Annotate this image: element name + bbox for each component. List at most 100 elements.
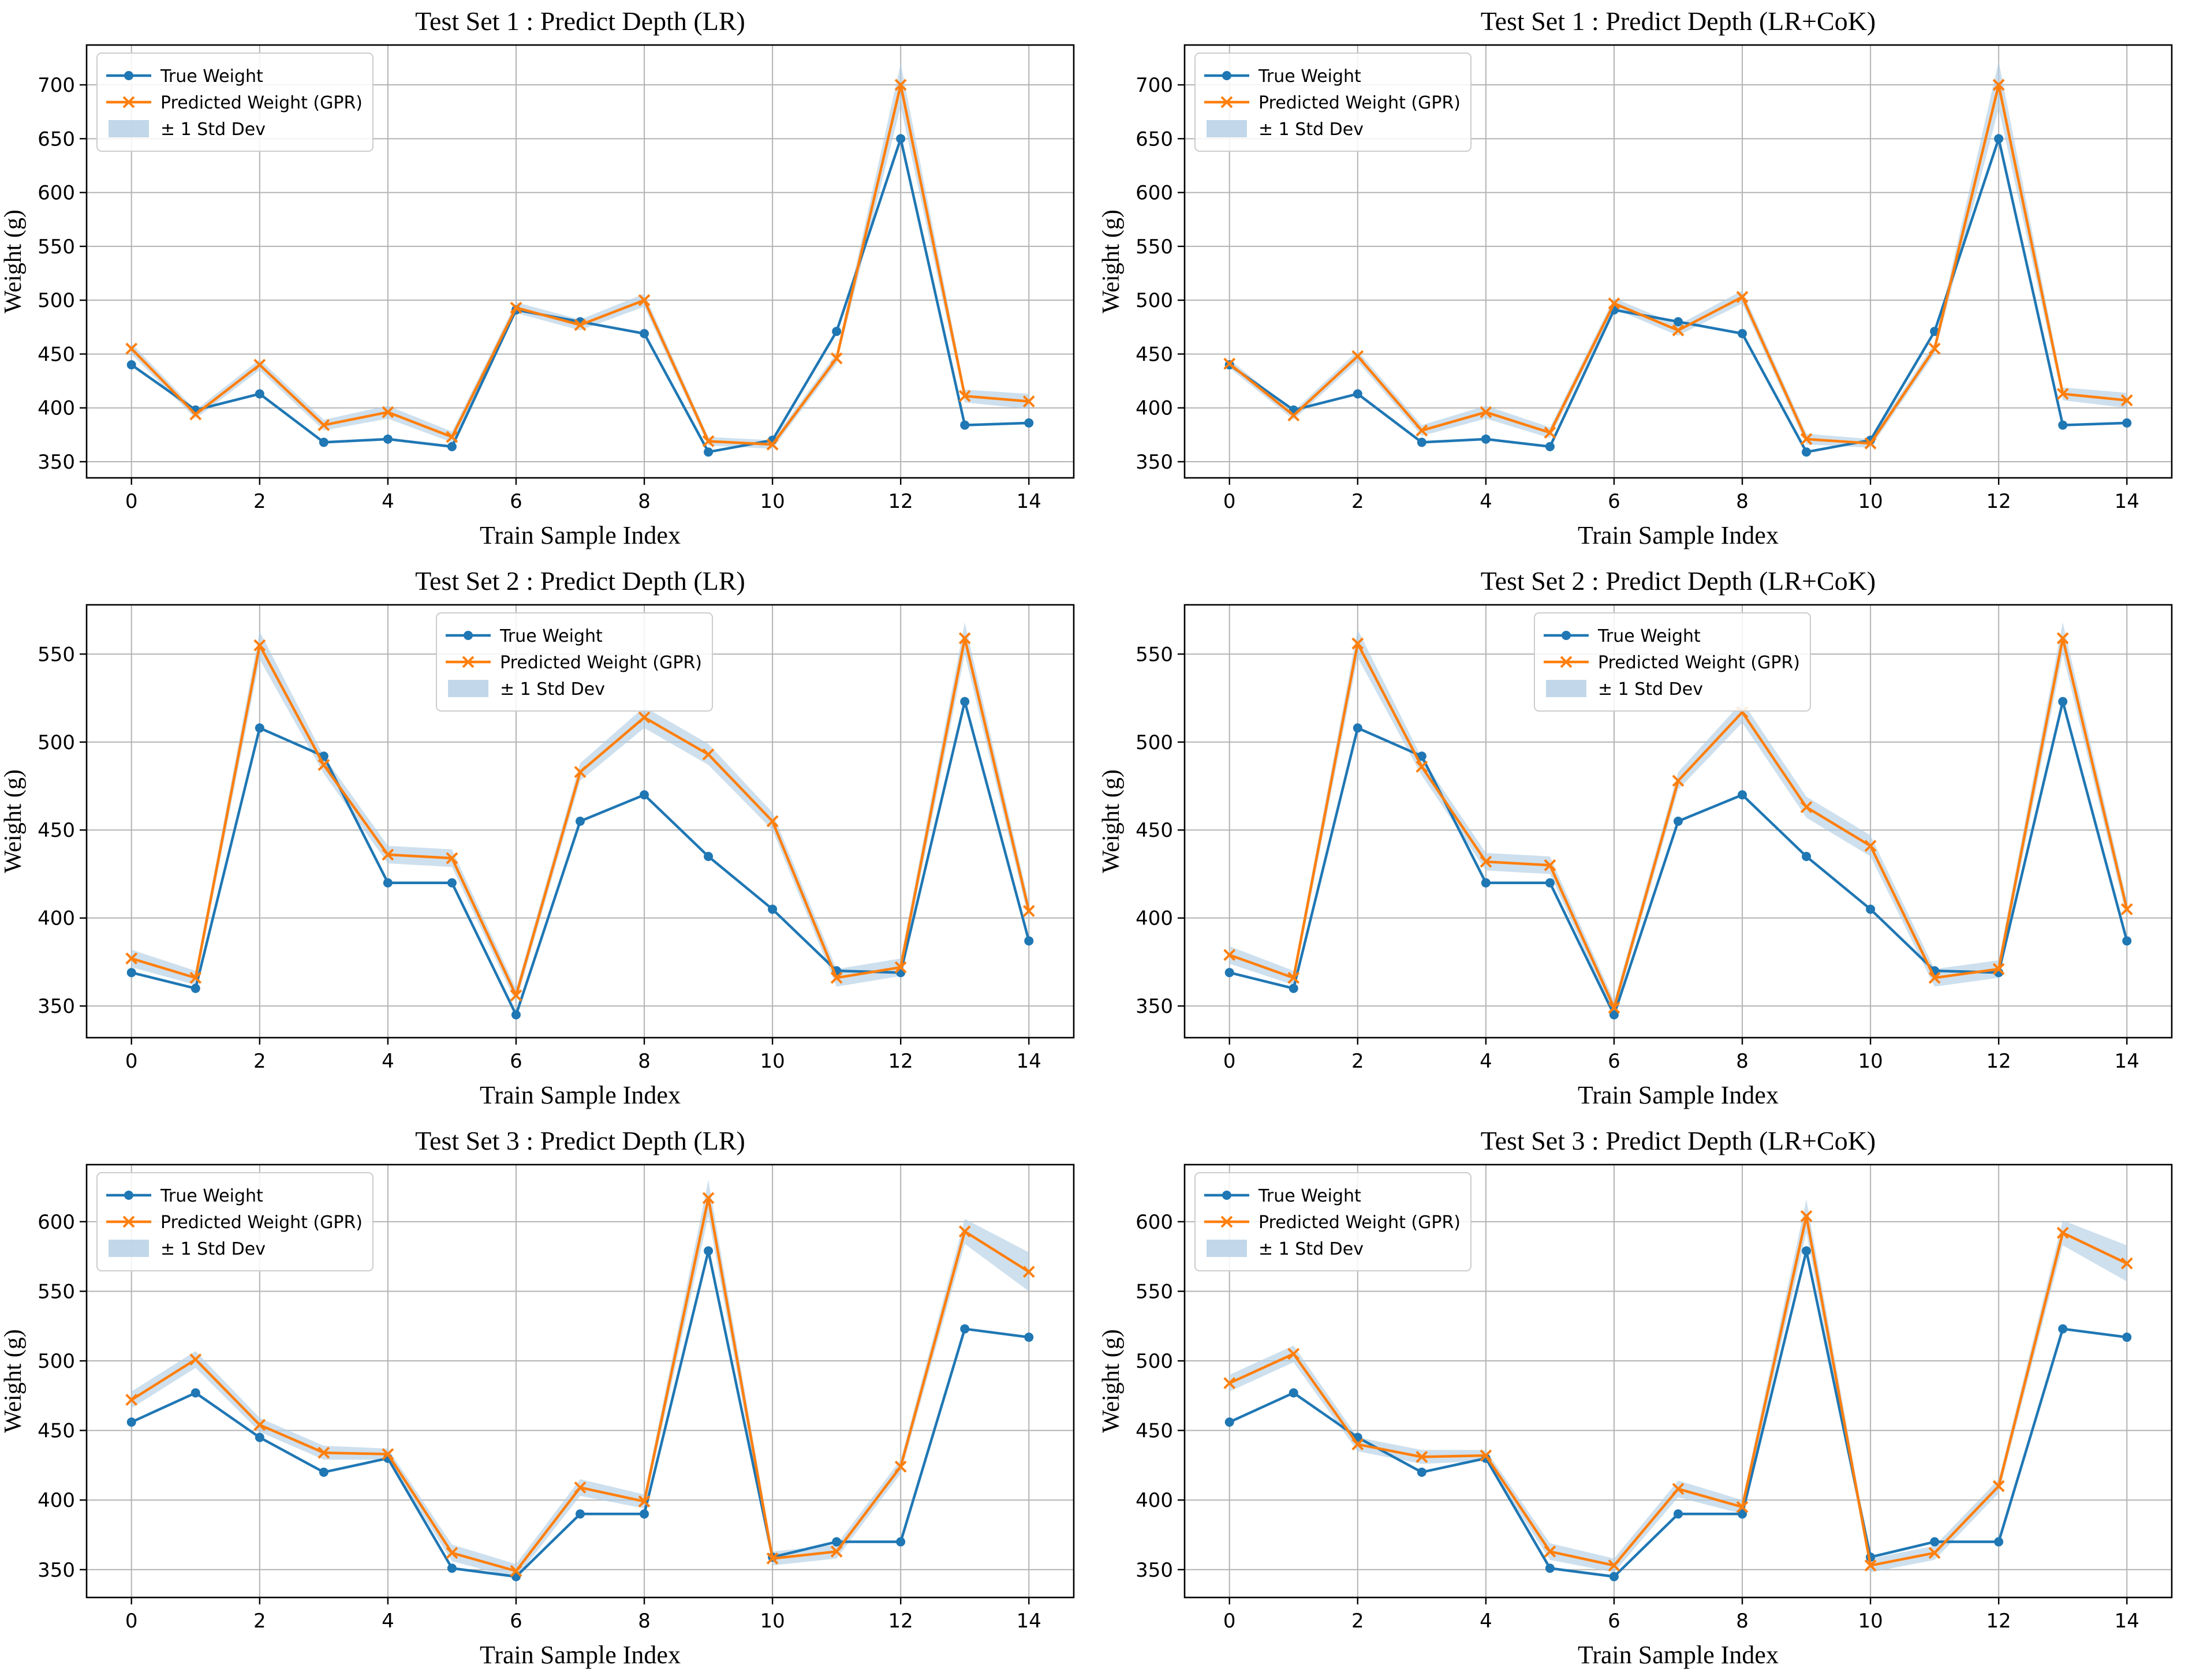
true-weight-marker — [447, 878, 457, 888]
legend-swatch-band — [109, 120, 149, 137]
predicted-weight-marker — [1800, 801, 1813, 814]
true-weight-marker — [383, 434, 393, 444]
predicted-weight-line — [125, 632, 1035, 1002]
true-weight-marker — [2122, 418, 2132, 428]
predicted-weight-line — [125, 78, 1035, 451]
axes-frame — [1183, 44, 2173, 479]
legend-label: ± 1 Std Dev — [1598, 679, 1703, 699]
true-weight-marker — [640, 790, 649, 800]
predicted-weight-marker — [318, 759, 330, 771]
legend-label: True Weight — [499, 626, 603, 646]
predicted-weight-marker — [1928, 971, 1941, 984]
legend: True Weight Predicted Weight (GPR) ± 1 Std… — [436, 612, 713, 712]
true-weight-marker — [1417, 751, 1426, 761]
x-tick-label: 4 — [382, 1050, 394, 1073]
x-axis-label: Train Sample Index — [1578, 1641, 1779, 1669]
predicted-weight-marker — [1928, 1547, 1941, 1559]
chart-test-set-1-lr-cok-svg: 0 2 4 6 8 10 12 14 350 400 450 500 550 600 650 700 Test … — [1098, 6, 2173, 549]
y-tick-label: 450 — [38, 1420, 75, 1443]
true-weight-marker — [1024, 418, 1034, 428]
x-tick-label: 12 — [888, 490, 913, 513]
y-axis-label: Weight (g) — [0, 209, 27, 313]
predicted-weight-line — [1223, 78, 2133, 450]
legend-label: True Weight — [1258, 1186, 1361, 1206]
x-tick-label: 6 — [510, 1610, 522, 1633]
x-tick-label: 0 — [1223, 1610, 1236, 1633]
legend-label: True Weight — [1258, 66, 1361, 87]
x-tick-label: 12 — [1986, 490, 2011, 513]
true-weight-marker — [640, 329, 649, 338]
x-axis: 0 2 4 6 8 10 12 14 — [125, 1597, 1041, 1633]
predicted-weight-marker — [830, 352, 843, 365]
predicted-weight-marker — [2120, 903, 2133, 915]
legend-label: True Weight — [160, 66, 263, 87]
true-weight-marker — [1738, 329, 1747, 338]
true-weight-marker — [1994, 1537, 2004, 1547]
y-tick-label: 400 — [38, 907, 75, 930]
predicted-weight-marker — [894, 78, 907, 91]
legend-label: ± 1 Std Dev — [160, 119, 266, 140]
predicted-weight-marker — [958, 390, 971, 402]
predicted-weight-marker — [1544, 426, 1556, 439]
x-tick-label: 10 — [760, 490, 785, 513]
true-weight-line — [126, 134, 1034, 457]
y-tick-label: 450 — [38, 819, 75, 842]
x-tick-label: 4 — [382, 1610, 394, 1633]
x-axis-label: Train Sample Index — [480, 521, 681, 549]
predicted-weight-line — [1223, 1210, 2133, 1572]
x-tick-label: 2 — [1351, 1610, 1364, 1633]
y-tick-label: 550 — [38, 1280, 75, 1303]
true-weight-marker — [960, 420, 970, 430]
chart-test-set-3-lr-cok-svg: 0 2 4 6 8 10 12 14 350 400 450 500 550 600 Test Set 3 … — [1098, 1126, 2173, 1669]
predicted-weight-marker — [1022, 395, 1035, 407]
true-weight-marker — [2058, 420, 2068, 430]
predicted-weight-marker — [1800, 433, 1813, 446]
predicted-weight-marker — [382, 848, 394, 861]
x-tick-label: 10 — [760, 1050, 785, 1073]
y-tick-label: 550 — [1136, 1280, 1173, 1303]
predicted-weight-marker — [1287, 1348, 1300, 1360]
x-tick-label: 12 — [1986, 1610, 2011, 1633]
y-tick-label: 350 — [38, 995, 75, 1018]
predicted-weight-marker — [638, 294, 651, 306]
x-tick-label: 6 — [1608, 1050, 1620, 1073]
true-weight-marker — [2058, 697, 2068, 706]
x-tick-label: 4 — [1480, 490, 1492, 513]
y-tick-label: 500 — [38, 731, 75, 754]
axes-frame — [85, 1163, 1075, 1599]
predicted-weight-marker — [830, 971, 843, 984]
chart-title: Test Set 1 : Predict Depth (LR) — [415, 6, 745, 36]
legend-swatch-band — [109, 1240, 149, 1257]
x-tick-label: 14 — [2115, 490, 2139, 513]
chart-title: Test Set 1 : Predict Depth (LR+CoK) — [1481, 6, 1876, 36]
predicted-weight-marker — [253, 639, 266, 652]
true-weight-marker — [704, 851, 714, 861]
chart-test-set-1-lr-svg: 0 2 4 6 8 10 12 14 350 400 450 500 550 600 650 700 Test … — [0, 6, 1075, 549]
predicted-weight-marker — [510, 301, 522, 314]
predicted-weight-marker — [638, 1495, 651, 1508]
predicted-weight-marker — [1992, 78, 2005, 91]
true-weight-marker — [1545, 1563, 1555, 1573]
predicted-weight-marker — [766, 438, 779, 451]
x-tick-label: 0 — [1223, 490, 1236, 513]
predicted-weight-marker — [189, 971, 202, 984]
y-tick-label: 400 — [1136, 1489, 1173, 1512]
chart-test-set-2-lr-cok-svg: 0 2 4 6 8 10 12 14 350 400 450 500 550 Test Set 2 : P… — [1098, 566, 2173, 1109]
x-tick-label: 14 — [1017, 1610, 1041, 1633]
y-tick-label: 650 — [1136, 128, 1173, 151]
true-weight-marker — [126, 360, 136, 370]
true-weight-marker — [191, 983, 200, 993]
y-axis-label: Weight (g) — [0, 1329, 27, 1433]
true-weight-marker — [255, 723, 264, 733]
predicted-weight-marker — [1416, 424, 1428, 437]
true-weight-marker — [1545, 441, 1555, 451]
grid — [1185, 605, 2172, 1038]
true-weight-marker — [576, 817, 585, 826]
predicted-weight-marker — [318, 419, 330, 431]
predicted-weight-marker — [894, 1460, 907, 1473]
predicted-weight-marker — [1480, 406, 1492, 418]
legend-label: ± 1 Std Dev — [1258, 119, 1364, 140]
x-axis-label: Train Sample Index — [480, 1081, 681, 1109]
predicted-weight-marker — [702, 1192, 715, 1204]
true-weight-marker — [1545, 878, 1555, 888]
